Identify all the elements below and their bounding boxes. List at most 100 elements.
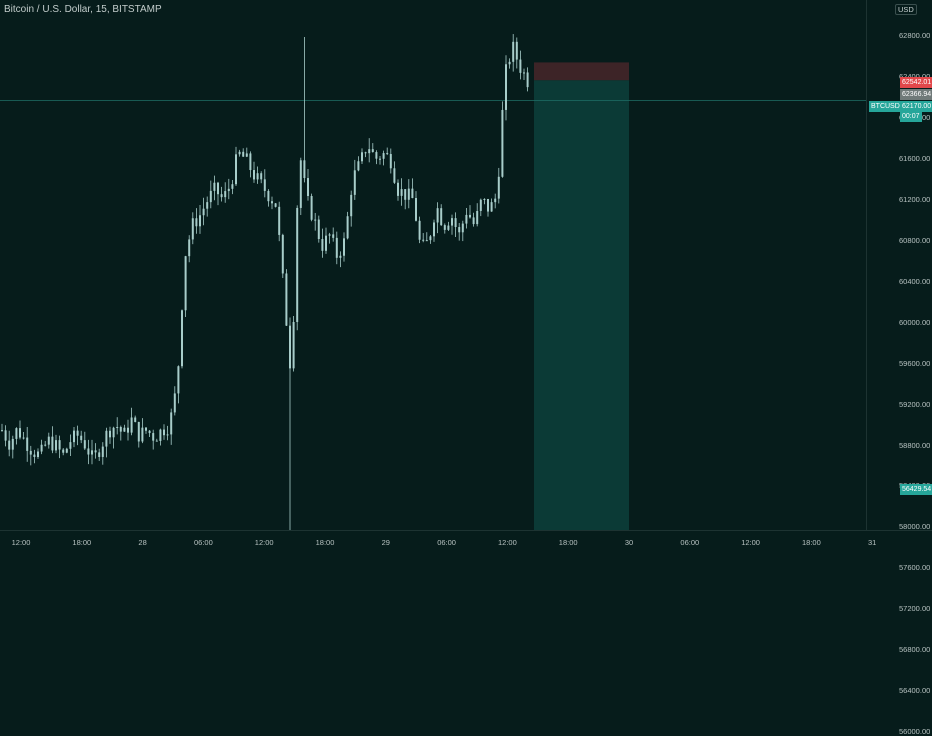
candle-body	[69, 442, 72, 449]
candle-body	[465, 214, 468, 224]
candle-body	[508, 61, 511, 65]
candle-body	[476, 210, 479, 225]
candle-body	[364, 152, 367, 154]
candle-body	[361, 152, 363, 162]
time-tick-label: 06:00	[437, 538, 456, 547]
candle-body	[494, 198, 497, 203]
candle-body	[433, 222, 435, 237]
candle-body	[515, 41, 518, 60]
price-tick-label: 59200.00	[899, 399, 931, 409]
candle-body	[332, 234, 335, 238]
candle-body	[325, 235, 327, 251]
currency-button[interactable]: USD	[895, 4, 917, 15]
candle-body	[213, 182, 216, 191]
candle-body	[152, 433, 155, 441]
price-tick-label: 62400.00	[899, 72, 930, 81]
candle-body	[400, 189, 403, 196]
time-scale[interactable]: 12:00 18:00 28 06:00 12:00 18:00 29 06:00 12:00 1…	[0, 530, 932, 551]
price-tick-label: 61200.00	[899, 194, 931, 204]
candle-body	[425, 240, 428, 242]
candle-body	[11, 438, 14, 450]
candle-body	[289, 325, 291, 369]
candle-body	[177, 366, 180, 394]
price-tick-label: 60400.00	[899, 276, 931, 286]
candle-body	[127, 427, 129, 433]
candle-body	[436, 208, 439, 223]
candle-body	[497, 176, 500, 199]
price-tick-label: 58800.00	[899, 440, 931, 450]
candle-body	[238, 151, 241, 155]
time-tick-label: 12:00	[11, 538, 31, 547]
price-tick-label: 60000.00	[899, 317, 931, 327]
candle-body	[173, 393, 176, 413]
price-chart[interactable]	[0, 0, 866, 692]
candle-body	[357, 161, 360, 171]
candle-body	[191, 218, 194, 240]
candle-body	[415, 198, 417, 221]
candle-body	[184, 256, 187, 311]
candle-body	[231, 184, 234, 189]
candle-body	[130, 417, 133, 433]
candle-body	[98, 452, 101, 457]
candle-body	[443, 225, 446, 230]
candle-body	[199, 215, 201, 227]
candle-body	[389, 154, 392, 169]
time-tick-label: 18:00	[315, 538, 335, 547]
candle-body	[119, 427, 122, 432]
candle-body	[526, 72, 529, 88]
candle-body	[47, 436, 50, 445]
countdown-tag: 00:07	[900, 111, 922, 122]
candle-body	[76, 430, 79, 436]
entry-price-tag: 62366.94	[900, 89, 932, 100]
time-tick-label: 12:00	[498, 538, 517, 547]
candle-body	[303, 160, 306, 179]
candle-body	[501, 109, 504, 177]
candle-body	[105, 430, 108, 447]
candle-body	[285, 273, 288, 326]
candle-body	[206, 202, 209, 209]
candle-body	[281, 234, 284, 274]
candle-body	[15, 428, 18, 439]
candle-body	[22, 437, 25, 439]
candle-body	[321, 239, 324, 251]
candle-body	[44, 444, 47, 446]
candle-body	[523, 72, 525, 74]
candle-body	[40, 444, 43, 452]
stop-price-tag: 62542.01	[900, 77, 932, 88]
candle-body	[411, 188, 414, 199]
price-tick-label: 57600.00	[899, 563, 931, 573]
candle-body	[249, 153, 252, 171]
candle-body	[317, 219, 320, 240]
candle-body	[418, 220, 421, 240]
candle-body	[148, 430, 151, 434]
candle-body	[1, 430, 3, 432]
candle-body	[386, 153, 389, 155]
candle-body	[274, 203, 277, 207]
candle-body	[339, 255, 342, 258]
time-tick-label: 30	[624, 538, 634, 547]
candle-body	[307, 178, 309, 197]
price-tick-label: 56400.00	[899, 686, 931, 696]
candle-body	[137, 421, 140, 442]
price-tick-label: 60800.00	[899, 235, 931, 245]
time-tick-label: 18:00	[802, 538, 821, 547]
chart-area[interactable]: Bitcoin / U.S. Dollar, 15, BITSTAMP	[0, 0, 866, 692]
candle-body	[429, 236, 432, 241]
candle-body	[220, 194, 223, 198]
candle-body	[188, 239, 191, 257]
candle-body	[263, 179, 266, 191]
candle-body	[375, 152, 378, 159]
candle-body	[346, 216, 349, 239]
price-tick-label: 56800.00	[899, 645, 931, 655]
candle-body	[371, 149, 374, 153]
candle-body	[292, 321, 295, 369]
candle-body	[116, 427, 119, 429]
candle-body	[368, 149, 371, 154]
candle-body	[141, 427, 144, 442]
candle-body	[195, 218, 198, 227]
candle-body	[393, 168, 396, 183]
candle-body	[440, 208, 443, 226]
symbol-tag: BTCUSD	[869, 101, 902, 112]
candle-body	[227, 188, 230, 192]
candle-body	[202, 208, 205, 216]
